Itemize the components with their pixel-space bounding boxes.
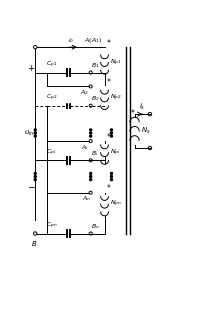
Text: $i_0$: $i_0$	[68, 36, 74, 45]
Text: $*$: $*$	[130, 107, 136, 117]
Text: $*$: $*$	[106, 37, 112, 46]
Text: $-$: $-$	[27, 181, 36, 191]
Circle shape	[110, 179, 113, 181]
Circle shape	[34, 175, 36, 178]
Text: $*$: $*$	[106, 76, 112, 85]
Text: $C_{p2}$: $C_{p2}$	[46, 93, 57, 103]
Text: $+$: $+$	[27, 63, 36, 73]
Text: $A_i$: $A_i$	[81, 143, 88, 152]
Circle shape	[110, 132, 113, 134]
Text: $i_s$: $i_s$	[139, 102, 145, 112]
Circle shape	[110, 129, 113, 131]
Circle shape	[34, 179, 36, 181]
Text: $N_{p2}$: $N_{p2}$	[110, 93, 122, 103]
Text: $B_n$: $B_n$	[91, 222, 100, 231]
Text: $B_1$: $B_1$	[91, 61, 100, 70]
Circle shape	[90, 179, 92, 181]
Text: $B_i$: $B_i$	[91, 149, 99, 158]
Circle shape	[90, 129, 92, 131]
Text: $A_2$: $A_2$	[80, 88, 89, 97]
Circle shape	[34, 135, 36, 137]
Circle shape	[90, 135, 92, 137]
Text: $N_{pi}$: $N_{pi}$	[110, 148, 121, 158]
Circle shape	[34, 132, 36, 134]
Text: $B_2$: $B_2$	[91, 94, 100, 103]
Text: $C_{p1}$: $C_{p1}$	[46, 60, 57, 70]
Text: $C_{pi}$: $C_{pi}$	[46, 148, 57, 158]
Text: $A_n$: $A_n$	[81, 194, 91, 203]
Text: $N_{pn}$: $N_{pn}$	[110, 199, 122, 209]
Circle shape	[90, 173, 92, 174]
Text: $u_{in}$: $u_{in}$	[24, 128, 34, 137]
Text: $A(A_1)$: $A(A_1)$	[84, 36, 102, 45]
Circle shape	[34, 129, 36, 131]
Text: $*$: $*$	[106, 182, 112, 191]
Circle shape	[90, 132, 92, 134]
Text: $N_{p1}$: $N_{p1}$	[110, 58, 122, 68]
Circle shape	[110, 173, 113, 174]
Circle shape	[110, 135, 113, 137]
Text: $*$: $*$	[106, 131, 112, 140]
Circle shape	[90, 175, 92, 178]
Circle shape	[110, 175, 113, 178]
Text: $C_{pn}$: $C_{pn}$	[46, 221, 57, 231]
Circle shape	[34, 173, 36, 174]
Text: $N_s$: $N_s$	[141, 126, 150, 136]
Text: $B$: $B$	[31, 239, 38, 248]
